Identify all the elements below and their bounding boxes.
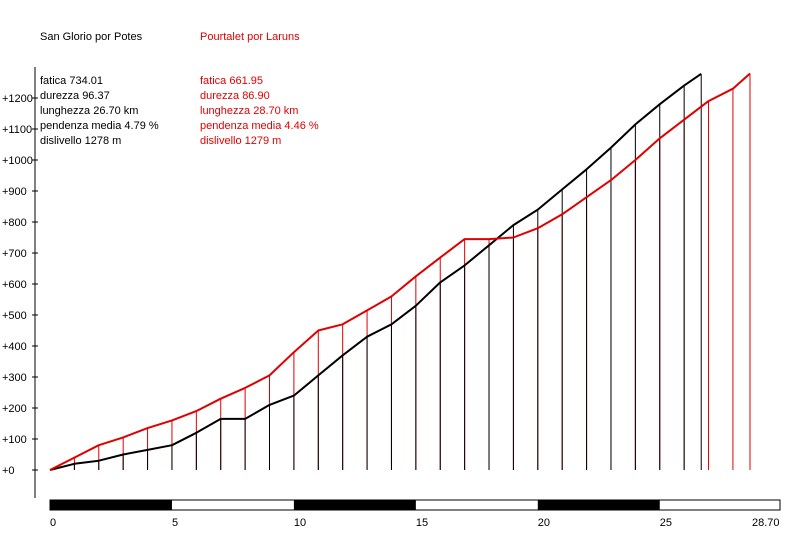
legend-series1-title: San Glorio por Potes	[40, 31, 143, 43]
x-tick-label: 20	[538, 517, 550, 529]
legend-series2-title: Pourtalet por Laruns	[200, 31, 300, 43]
stats-series2: fatica 661.95 durezza 86.90 lunghezza 28…	[200, 75, 319, 148]
distance-bar-segment	[293, 500, 416, 510]
x-tick-label: 5	[172, 517, 178, 529]
x-tick-label: 0	[50, 517, 56, 529]
y-tick-label: +200	[2, 403, 27, 415]
stat-dislivello: dislivello 1278 m	[40, 135, 122, 147]
series1-line	[49, 72, 702, 471]
y-tick-label: +1100	[2, 124, 32, 136]
x-tick-label: 28.70	[752, 517, 780, 529]
stat-fatica: fatica 734.01	[40, 75, 103, 87]
series2-line	[49, 72, 751, 471]
distance-bar-segment	[537, 500, 660, 510]
distance-bar-segment	[50, 500, 172, 510]
y-tick-label: +100	[2, 434, 27, 446]
x-tick-label: 10	[294, 517, 306, 529]
y-tick-label: +1000	[2, 155, 33, 167]
stat-lunghezza: lunghezza 28.70 km	[200, 105, 299, 117]
y-tick-label: +600	[2, 279, 27, 291]
stat-durezza: durezza 96.37	[40, 90, 110, 102]
stat-dislivello: dislivello 1279 m	[200, 135, 282, 147]
stat-fatica: fatica 661.95	[200, 75, 263, 87]
x-tick-label: 15	[416, 517, 428, 529]
y-tick-label: +700	[2, 248, 27, 260]
stat-pendenza-media: pendenza media 4.46 %	[200, 120, 319, 132]
y-tick-label: +300	[2, 372, 27, 384]
y-tick-label: +400	[2, 341, 27, 353]
x-tick-label: 25	[660, 517, 672, 529]
y-tick-label: +500	[2, 310, 27, 322]
y-tick-label: +900	[2, 186, 27, 198]
stat-lunghezza: lunghezza 26.70 km	[40, 105, 139, 117]
y-tick-label: +1200	[2, 93, 33, 105]
stats-series1: fatica 734.01 durezza 96.37 lunghezza 26…	[40, 75, 159, 148]
y-tick-label: +0	[2, 465, 15, 477]
stat-pendenza-media: pendenza media 4.79 %	[40, 120, 159, 132]
y-tick-label: +800	[2, 217, 27, 229]
stat-durezza: durezza 86.90	[200, 90, 270, 102]
